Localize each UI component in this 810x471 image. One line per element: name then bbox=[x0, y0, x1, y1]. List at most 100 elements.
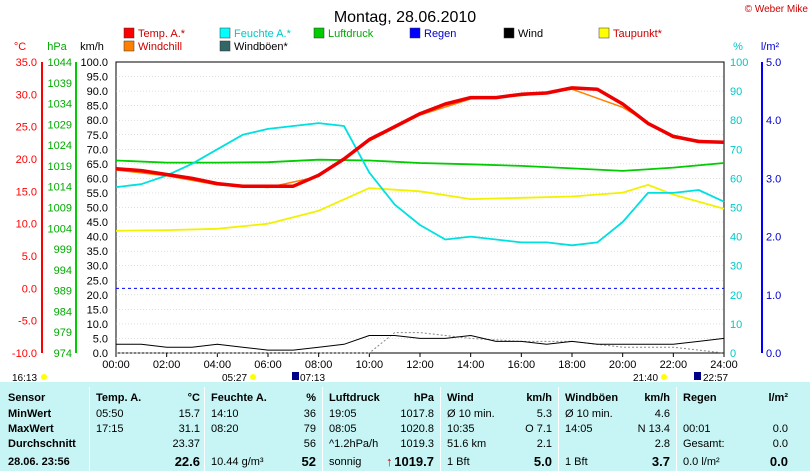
chart-axes: -10.0 -5.0 0.0 5.0 10.0 15.0 20.0 25.0 30.0 35.0 9… bbox=[12, 57, 781, 371]
humidity-avg: 56 bbox=[303, 438, 316, 450]
humidity-max: 79 bbox=[303, 423, 316, 435]
temp-tick-label: 10.0 bbox=[16, 219, 37, 231]
legend-swatch bbox=[123, 27, 135, 39]
temp-unit: °C bbox=[187, 392, 200, 404]
temp-max: 31.1 bbox=[178, 423, 200, 435]
rain-tick-label: 5.0 bbox=[766, 57, 781, 69]
wind-unit: km/h bbox=[526, 392, 552, 404]
marker-moonset: 22:57 bbox=[703, 373, 728, 382]
pressure-tick-label: 1004 bbox=[48, 223, 72, 235]
marker-moonrise: 07:13 bbox=[300, 373, 325, 382]
humidity-unit: % bbox=[306, 392, 316, 404]
series-windb-en bbox=[116, 332, 725, 354]
row-label-avg: Durchschnitt bbox=[8, 438, 76, 450]
temp-tick-label: 25.0 bbox=[16, 122, 37, 134]
gust-current: 3.7 bbox=[651, 454, 670, 469]
rain-unit-label: l/m² bbox=[761, 41, 780, 53]
wind-tick-label: 15.0 bbox=[87, 304, 108, 316]
humidity-min: 36 bbox=[303, 408, 316, 420]
gust-head: Windböen bbox=[565, 392, 619, 404]
temp-tick-label: -5.0 bbox=[18, 316, 37, 328]
wind-tick-label: 0.0 bbox=[93, 348, 108, 360]
wind-avg10-label: Ø 10 min. bbox=[447, 408, 495, 420]
x-tick-label: 02:00 bbox=[153, 359, 181, 371]
legend-swatch bbox=[219, 27, 231, 39]
wind-tick-label: 100.0 bbox=[80, 57, 108, 69]
pressure-avg: 1019.3 bbox=[400, 438, 434, 450]
humidity-tick-label: 100 bbox=[730, 57, 748, 69]
wind-distance: 51.6 km bbox=[447, 438, 487, 450]
humidity-tick-label: 20 bbox=[730, 290, 742, 302]
legend-swatch bbox=[503, 27, 515, 39]
humidity-head: Feuchte A. bbox=[211, 392, 267, 404]
x-tick-label: 24:00 bbox=[710, 359, 738, 371]
x-tick-label: 14:00 bbox=[457, 359, 485, 371]
wind-tick-label: 60.0 bbox=[87, 173, 108, 185]
legend-swatch bbox=[313, 27, 325, 39]
row-label-max: MaxWert bbox=[8, 423, 54, 435]
wind-max-time: 10:35 bbox=[447, 423, 475, 435]
col-humidity: Feuchte A. % 14:10 36 08:20 79 56 10.44 … bbox=[205, 382, 322, 471]
rain-day-total: 0.0 l/m² bbox=[683, 456, 720, 468]
rain-current: 0.0 bbox=[769, 454, 788, 469]
gust-avg: 2.8 bbox=[654, 438, 670, 450]
marker-sunrise: 05:27 bbox=[222, 373, 247, 382]
humidity-tick-label: 70 bbox=[730, 144, 742, 156]
pressure-tick-label: 979 bbox=[54, 327, 72, 339]
humidity-tick-label: 80 bbox=[730, 115, 742, 127]
wind-tick-label: 70.0 bbox=[87, 144, 108, 156]
pressure-tick-label: 1034 bbox=[48, 99, 72, 111]
marker-sunset: 21:40 bbox=[633, 373, 658, 382]
rain-total: 0.0 bbox=[772, 438, 788, 450]
rain-tick-label: 1.0 bbox=[766, 290, 781, 302]
temp-min-time: 05:50 bbox=[96, 408, 124, 420]
wind-tick-label: 85.0 bbox=[87, 101, 108, 113]
weather-chart: Montag, 28.06.2010 © Weber Mike Temp. A.… bbox=[12, 4, 809, 382]
chart-grid bbox=[116, 76, 724, 339]
pressure-trend-note: ^1.2hPa/h bbox=[329, 438, 379, 450]
legend-swatch bbox=[409, 27, 421, 39]
humidity-tick-label: 60 bbox=[730, 173, 742, 185]
series-temp-a bbox=[115, 86, 725, 188]
temp-max-time: 17:15 bbox=[96, 423, 124, 435]
rain-tick-label: 4.0 bbox=[766, 115, 781, 127]
gust-bft: 1 Bft bbox=[565, 456, 588, 468]
pressure-tick-label: 1014 bbox=[48, 182, 72, 194]
col-rain: Regen l/m² 00:01 0.0 Gesamt: 0.0 0.0 l/m… bbox=[677, 382, 794, 471]
marker-bottom-left: 16:13 bbox=[12, 373, 37, 382]
pressure-max-time: 08:05 bbox=[329, 423, 357, 435]
series-feuchte-a bbox=[115, 122, 725, 247]
temp-current: 22.6 bbox=[174, 454, 200, 469]
wind-tick-label: 35.0 bbox=[87, 246, 108, 258]
legend-label: Wind bbox=[518, 28, 543, 40]
wind-avg10: 5.3 bbox=[536, 408, 552, 420]
gust-unit: km/h bbox=[644, 392, 670, 404]
gust-avg10: 4.6 bbox=[654, 408, 670, 420]
rain-total-label: Gesamt: bbox=[683, 438, 725, 450]
pressure-tick-label: 1044 bbox=[48, 57, 72, 69]
x-tick-label: 12:00 bbox=[406, 359, 434, 371]
x-tick-label: 04:00 bbox=[204, 359, 232, 371]
humidity-unit-label: % bbox=[733, 41, 743, 53]
col-sensor: Sensor MinWert MaxWert Durchschnitt 28.0… bbox=[4, 382, 90, 471]
legend-label: Windböen* bbox=[234, 41, 289, 53]
wind-current: 5.0 bbox=[533, 454, 552, 469]
legend-swatch bbox=[598, 27, 610, 39]
gust-max: N 13.4 bbox=[637, 423, 670, 435]
pressure-max: 1020.8 bbox=[400, 423, 434, 435]
humidity-tick-label: 30 bbox=[730, 261, 742, 273]
pressure-tick-label: 974 bbox=[54, 348, 72, 360]
humidity-abs: 10.44 g/m³ bbox=[211, 456, 264, 468]
wind-tick-label: 75.0 bbox=[87, 130, 108, 142]
temp-tick-label: 35.0 bbox=[16, 57, 37, 69]
wind-tick-label: 10.0 bbox=[87, 319, 108, 331]
pressure-tick-label: 984 bbox=[54, 306, 72, 318]
x-tick-label: 20:00 bbox=[609, 359, 637, 371]
wind-tick-label: 20.0 bbox=[87, 290, 108, 302]
x-tick-label: 00:00 bbox=[102, 359, 130, 371]
sensor-head: Sensor bbox=[8, 392, 46, 404]
pressure-head: Luftdruck bbox=[329, 392, 380, 404]
pressure-tick-label: 1019 bbox=[48, 161, 72, 173]
pressure-tick-label: 989 bbox=[54, 286, 72, 298]
humidity-tick-label: 50 bbox=[730, 203, 742, 215]
